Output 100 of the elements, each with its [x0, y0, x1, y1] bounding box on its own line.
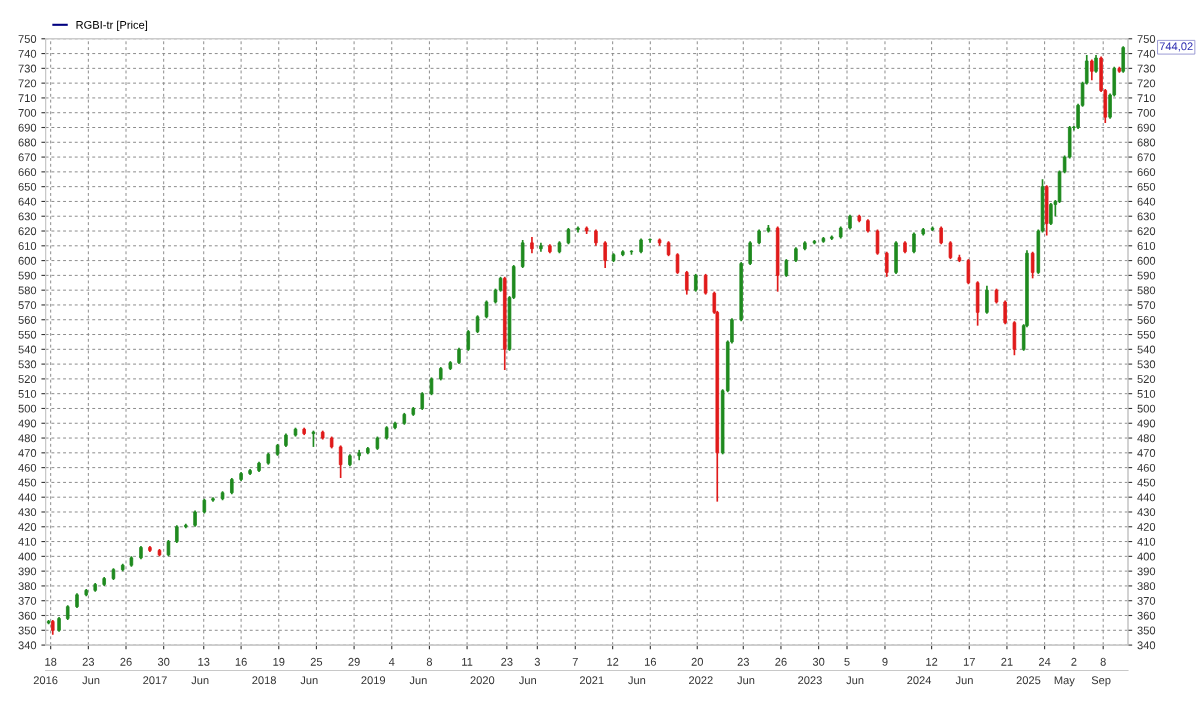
x-tick-label: 8: [426, 657, 433, 666]
x-tick-label: 25: [310, 657, 323, 666]
x-tick-label: 3: [534, 657, 540, 666]
y2-tick-label: 340: [1137, 641, 1156, 650]
x-tick-label: 30: [157, 657, 170, 666]
x-tick-label: 20: [691, 657, 703, 666]
x2-tick-label: 2025: [1016, 676, 1041, 685]
y2-tick-label: 630: [1137, 212, 1156, 221]
x-tick-label: 23: [82, 657, 95, 666]
y2-tick-label: 730: [1137, 64, 1156, 73]
x2-tick-label: 2022: [689, 676, 713, 685]
y2-tick-label: 600: [1137, 256, 1156, 265]
y-tick-label: 420: [18, 523, 37, 531]
y2-tick-label: 390: [1137, 567, 1156, 576]
y-tick-label: 370: [18, 596, 37, 605]
y2-tick-label: 400: [1137, 552, 1156, 561]
x2-tick-label: Jun: [846, 676, 864, 685]
x2-tick-label: 2018: [252, 676, 276, 685]
y2-tick-label: 410: [1137, 537, 1156, 546]
y2-tick-label: 500: [1137, 404, 1156, 413]
x-tick-label: 7: [572, 657, 578, 666]
y-tick-label: 590: [18, 271, 37, 280]
y-tick-label: 510: [18, 389, 37, 398]
y-tick-label: 690: [18, 123, 37, 132]
y-tick-label: 600: [18, 256, 37, 265]
x-tick-label: 23: [737, 657, 749, 666]
y2-tick-label: 490: [1137, 419, 1156, 428]
x-tick-label: 13: [198, 657, 210, 666]
y-tick-label: 730: [18, 64, 37, 73]
x-tick-label: 21: [1001, 657, 1013, 666]
y2-tick-label: 580: [1137, 286, 1156, 295]
x2-tick-label: 2021: [579, 676, 604, 685]
y2-tick-label: 690: [1137, 123, 1156, 132]
y-tick-label: 560: [18, 316, 37, 324]
x-tick-label: 11: [462, 657, 473, 666]
y-tick-label: 340: [18, 641, 37, 650]
y-tick-label: 450: [18, 478, 37, 487]
x2-tick-label: Jun: [82, 676, 100, 685]
y-tick-label: 550: [18, 330, 37, 339]
x-tick-label: 29: [348, 657, 360, 666]
y-tick-label: 720: [18, 79, 37, 88]
y2-tick-label: 680: [1137, 138, 1156, 147]
x-tick-label: 26: [775, 657, 787, 666]
x2-tick-label: Jun: [518, 676, 536, 685]
x2-tick-label: Jun: [300, 676, 318, 685]
x-tick-label: 18: [45, 657, 57, 666]
y2-tick-label: 520: [1137, 375, 1156, 384]
x2-tick-label: Jun: [628, 676, 646, 685]
x-tick-label: 4: [388, 657, 395, 666]
y-tick-label: 400: [18, 552, 37, 561]
y-tick-label: 670: [18, 153, 37, 162]
x-tick-label: 2: [1071, 657, 1077, 666]
x-tick-label: 12: [607, 657, 619, 666]
y2-tick-label: 420: [1137, 523, 1156, 531]
x2-tick-label: 2023: [798, 676, 822, 685]
y-tick-label: 610: [18, 242, 37, 250]
y2-tick-label: 620: [1137, 227, 1156, 236]
y-tick-label: 620: [18, 227, 37, 236]
x-tick-label: 12: [926, 657, 938, 666]
x-tick-label: 23: [501, 657, 513, 666]
x-tick-label: 5: [844, 657, 850, 666]
y2-tick-label: 670: [1137, 153, 1156, 162]
y2-tick-label: 470: [1137, 449, 1156, 457]
x-tick-label: 24: [1038, 657, 1051, 666]
y2-tick-label: 510: [1137, 389, 1156, 398]
y-tick-label: 570: [18, 301, 37, 310]
text: 744,02: [1159, 42, 1193, 52]
y2-tick-label: 430: [1137, 508, 1156, 517]
y-tick-label: 520: [18, 375, 37, 384]
y2-tick-label: 530: [1137, 360, 1156, 369]
y-tick-label: 430: [18, 508, 37, 517]
y-tick-label: 490: [18, 419, 37, 428]
x-tick-label: 17: [963, 657, 975, 666]
y-tick-label: 540: [18, 345, 37, 354]
y-tick-label: 440: [18, 493, 37, 502]
x2-tick-label: 2024: [907, 676, 932, 685]
y-tick-label: 410: [18, 537, 37, 546]
y2-tick-label: 380: [1137, 582, 1156, 591]
y-tick-label: 740: [18, 49, 37, 58]
y-tick-label: 350: [18, 626, 37, 635]
x2-tick-label: Jun: [955, 676, 973, 685]
y2-tick-label: 740: [1137, 49, 1156, 58]
x-tick-label: 16: [644, 657, 657, 666]
y2-tick-label: 450: [1137, 478, 1156, 487]
y-tick-label: 500: [18, 404, 37, 413]
y2-tick-label: 590: [1137, 271, 1156, 280]
x2-tick-label: Jun: [191, 676, 209, 685]
text: RGBI-tr [Price]: [76, 20, 148, 31]
x-tick-label: 30: [812, 657, 825, 666]
y-tick-label: 460: [18, 463, 37, 472]
y-tick-label: 630: [18, 212, 37, 221]
y-tick-label: 750: [18, 35, 37, 43]
x2-tick-label: 2017: [143, 676, 167, 685]
x2-tick-label: Jun: [409, 676, 427, 685]
y2-tick-label: 660: [1137, 168, 1156, 176]
y-tick-label: 530: [18, 360, 37, 369]
x2-tick-label: 2016: [33, 676, 58, 685]
y-tick-label: 660: [18, 168, 37, 176]
y-tick-label: 470: [18, 449, 37, 457]
y2-tick-label: 350: [1137, 626, 1156, 635]
